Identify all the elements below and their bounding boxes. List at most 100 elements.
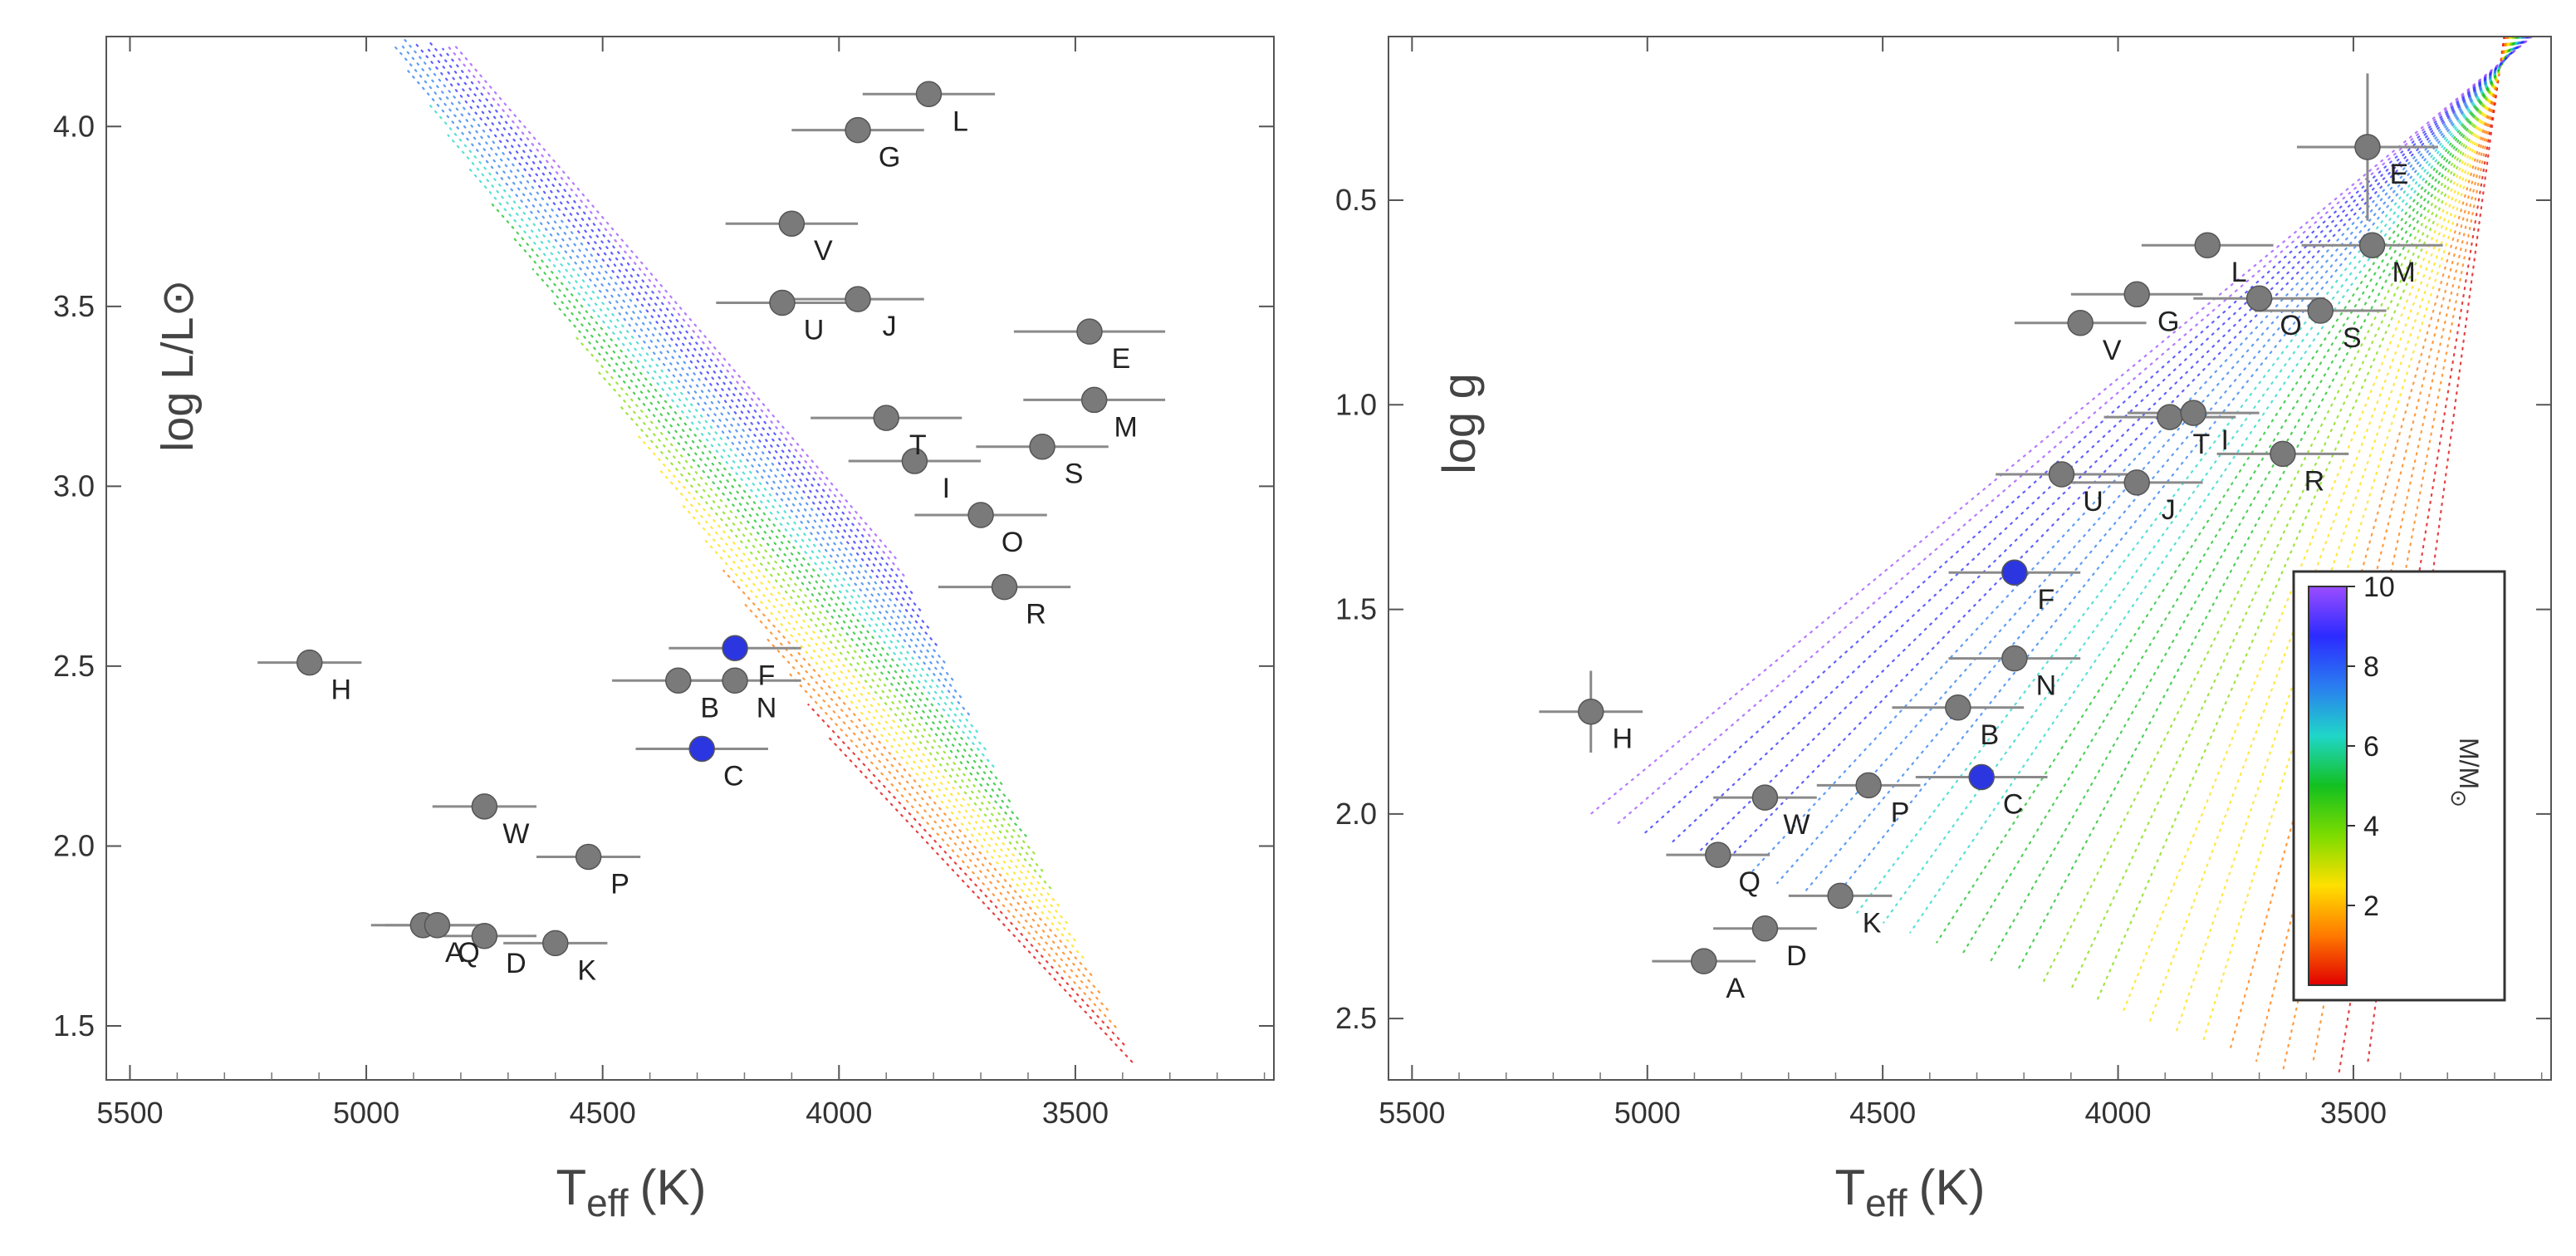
star-M bbox=[1080, 386, 1108, 414]
star-label-O: O bbox=[2280, 310, 2301, 341]
left-model-track bbox=[638, 435, 1060, 907]
left-model-track bbox=[446, 44, 905, 577]
right-ticks: 5500 5000 4500 4000 3500 0.5 1.0 1.5 2.0 2.5 bbox=[1335, 37, 2551, 1130]
right-model-track bbox=[2015, 37, 2518, 974]
colorbar-label-main: M/M bbox=[2454, 738, 2484, 789]
left-model-track bbox=[401, 37, 946, 664]
star-label-C: C bbox=[723, 761, 744, 792]
right-plot-frame bbox=[1388, 36, 2552, 1081]
star-G bbox=[2123, 281, 2150, 308]
colorbar-tick-label: 6 bbox=[2363, 731, 2379, 763]
right-model-track bbox=[1722, 37, 2529, 865]
right-model-track bbox=[1776, 37, 2527, 885]
right-ylabel-text: log g bbox=[1432, 373, 1485, 473]
star-B bbox=[665, 667, 692, 694]
star-label-W: W bbox=[1783, 809, 1810, 841]
right-model-track bbox=[1616, 37, 2533, 825]
star-Q bbox=[424, 912, 451, 939]
star-E bbox=[2354, 134, 2381, 160]
star-label-K: K bbox=[1863, 907, 1882, 939]
star-V bbox=[2067, 310, 2094, 336]
star-U bbox=[2048, 461, 2075, 488]
left-model-track bbox=[427, 39, 922, 611]
left-model-track bbox=[743, 603, 1101, 994]
right-xtick-label: 3500 bbox=[2320, 1096, 2387, 1130]
star-label-P: P bbox=[610, 868, 629, 900]
left-model-track bbox=[447, 134, 987, 751]
colorbar: 2 4 6 8 10 M/M⊙ bbox=[2292, 570, 2506, 1002]
star-label-N: N bbox=[2036, 670, 2057, 702]
star-label-U: U bbox=[804, 314, 825, 346]
left-model-track bbox=[553, 302, 1027, 837]
star-G bbox=[845, 116, 871, 144]
right-panel: 5500 5000 4500 4000 3500 0.5 1.0 1.5 2.0 2.5 E L M G… bbox=[1335, 36, 2552, 1224]
left-tracks bbox=[393, 37, 1134, 1063]
right-model-track bbox=[2122, 37, 2514, 1013]
star-T bbox=[873, 405, 899, 431]
right-ytick-label: 0.5 bbox=[1335, 183, 1377, 217]
star-B bbox=[1945, 694, 1971, 721]
left-errorbars bbox=[257, 92, 1166, 944]
star-label-D: D bbox=[506, 948, 526, 979]
colorbar-ticks: 2 4 6 8 10 bbox=[2347, 572, 2395, 922]
left-model-track bbox=[765, 636, 1109, 1011]
left-model-track bbox=[412, 40, 938, 646]
star-label-C: C bbox=[2003, 789, 2024, 821]
star-K bbox=[542, 930, 569, 957]
star-label-G: G bbox=[2157, 306, 2179, 337]
left-model-track bbox=[722, 569, 1093, 976]
star-M bbox=[2358, 232, 2386, 258]
left-model-track bbox=[393, 44, 962, 699]
star-label-L: L bbox=[953, 105, 968, 137]
right-model-track bbox=[2175, 37, 2512, 1033]
star-label-L: L bbox=[2231, 257, 2247, 288]
star-label-A: A bbox=[445, 937, 464, 969]
star-L bbox=[2194, 232, 2221, 258]
star-label-D: D bbox=[1786, 940, 1807, 972]
left-model-track bbox=[828, 737, 1134, 1063]
left-model-track bbox=[807, 704, 1125, 1046]
right-model-track bbox=[1749, 37, 2528, 875]
right-model-track bbox=[2201, 37, 2511, 1043]
left-model-track bbox=[595, 368, 1044, 872]
star-D bbox=[1751, 915, 1779, 942]
left-ylabel: log L/L⊙ bbox=[153, 279, 203, 451]
star-W bbox=[471, 793, 498, 820]
left-xtick-label: 5000 bbox=[333, 1096, 399, 1130]
colorbar-label-sub: ⊙ bbox=[2446, 789, 2471, 807]
left-xlabel: Teff (K) bbox=[556, 1160, 707, 1224]
star-label-V: V bbox=[2103, 335, 2122, 366]
right-model-track bbox=[1909, 37, 2522, 934]
star-label-M: M bbox=[1114, 411, 1138, 443]
star-O bbox=[967, 502, 994, 528]
star-J bbox=[845, 286, 871, 312]
right-model-track bbox=[1589, 37, 2534, 815]
right-xtick-label: 5000 bbox=[1614, 1096, 1681, 1130]
star-label-G: G bbox=[879, 142, 900, 174]
star-label-B: B bbox=[700, 692, 719, 724]
star-label-U: U bbox=[2083, 486, 2103, 518]
left-star-labels: L G V U J E T MS I O R H F B N C W P AQ D K bbox=[331, 105, 1137, 986]
left-model-track bbox=[531, 267, 1019, 820]
colorbar-tick-label: 8 bbox=[2363, 651, 2379, 683]
star-label-K: K bbox=[577, 954, 596, 986]
colorbar-tick-label: 2 bbox=[2363, 890, 2379, 922]
star-L bbox=[915, 81, 943, 108]
left-model-track bbox=[404, 66, 971, 716]
left-model-track bbox=[442, 47, 913, 594]
star-label-N: N bbox=[757, 692, 777, 724]
colorbar-label-text: M/M⊙ bbox=[2446, 738, 2484, 807]
left-model-track bbox=[452, 42, 897, 560]
left-model-track bbox=[701, 536, 1085, 959]
right-model-track bbox=[1989, 37, 2519, 964]
star-U bbox=[769, 289, 796, 316]
left-ytick-label: 4.0 bbox=[53, 109, 95, 143]
right-xlabel-sub: eff bbox=[1865, 1181, 1908, 1224]
left-ytick-label: 3.5 bbox=[53, 289, 95, 323]
right-ytick-label: 2.5 bbox=[1335, 1001, 1377, 1035]
left-xlabel-sub: eff bbox=[586, 1181, 629, 1224]
left-ytick-label: 2.5 bbox=[53, 649, 95, 683]
left-model-track bbox=[574, 335, 1036, 855]
left-xlabel-unit: (K) bbox=[639, 1160, 706, 1215]
right-model-track bbox=[2148, 37, 2513, 1023]
